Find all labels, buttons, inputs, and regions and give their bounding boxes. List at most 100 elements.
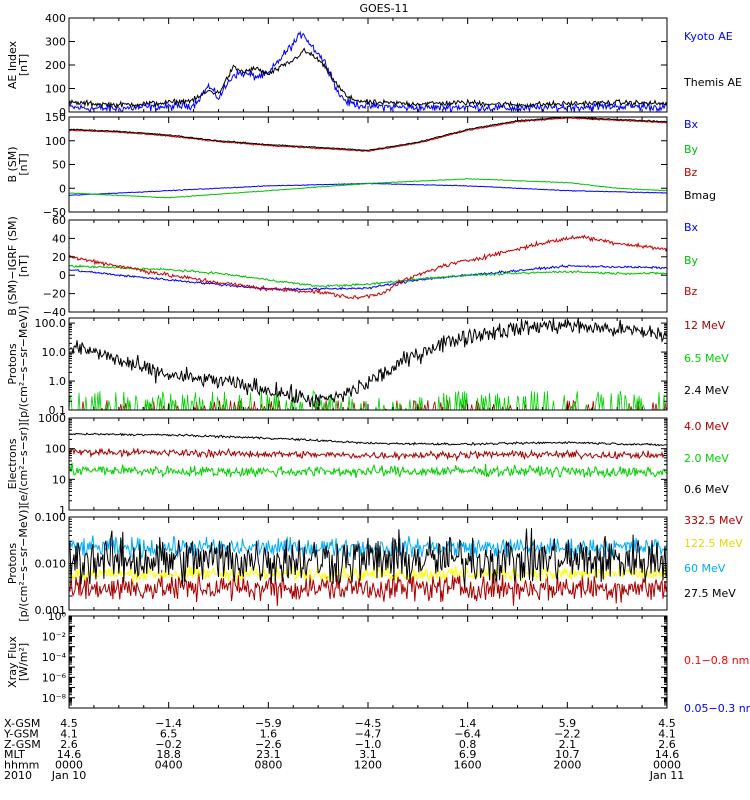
y-axis-label: [p/(cm²−s−sr−MeV)]	[17, 505, 30, 621]
y-axis-label: [p/(cm²−s−sr−MeV)]	[17, 306, 30, 422]
x-row-value: 14.6	[655, 748, 680, 761]
ytick-label: 0.100	[35, 511, 67, 524]
panel-xray: 10⁻⁸ 10⁻⁶ 10⁻⁴ 10⁻² 10⁰ Xray Flux[W/m²] 0.1−0.…	[6, 610, 750, 715]
ytick-label: 100.0	[35, 317, 67, 330]
ytick-label: 20	[52, 251, 66, 264]
y-axis-label: B (SM)	[6, 146, 19, 182]
ytick-label: 200	[45, 59, 66, 72]
ytick-label: 1.0	[49, 375, 67, 388]
series-electrons-2	[69, 432, 667, 447]
ytick-label: 10.0	[42, 346, 67, 359]
y-axis-label: [nT]	[17, 153, 30, 175]
legend-entry: Bmag	[684, 189, 716, 202]
legend-entry: 0.1−0.8 nm	[684, 654, 749, 667]
ytick-label: −50	[43, 206, 66, 219]
ytick-label: 150	[45, 111, 66, 124]
x-row-value: 2.6	[658, 738, 676, 751]
plot-frame	[68, 17, 668, 113]
panel-bsm: −50 0 50 100 150 B (SM)[nT] Bx By Bz Bmag	[6, 111, 716, 219]
x-row-value: 4.5	[60, 717, 78, 730]
panel-electrons: 1 10 100 1000 Electrons[e/(cm²−s−sr)] 4.0 MeV…	[6, 412, 729, 517]
series-bsm-1	[69, 177, 667, 199]
plot-frame	[68, 615, 668, 709]
x-row-label: Y-GSM	[3, 727, 39, 740]
x-row-value: 2000	[553, 759, 581, 772]
y-axis-label: [nT]	[17, 255, 30, 277]
legend-entry: Bz	[684, 285, 698, 298]
x-row-value: 0000	[55, 759, 83, 772]
series-protons2-0	[69, 570, 667, 606]
legend-entry: Bx	[684, 118, 699, 131]
x-row-value: 2.6	[60, 738, 78, 751]
y-axis-label: Protons	[6, 343, 19, 384]
ytick-label: −40	[43, 306, 66, 319]
legend-entry: 2.0 MeV	[684, 452, 729, 465]
ytick-label: 60	[52, 214, 66, 227]
panel-ae: 0 100 200 300 400 AE Index[nT] Kyoto AE Themis …	[6, 12, 742, 119]
legend-entry: By	[684, 143, 699, 156]
y-axis-label: [W/m²]	[17, 643, 30, 681]
panel-protons2: 0.001 0.010 0.100 Protons[p/(cm²−s−sr−MeV)]…	[6, 505, 743, 621]
x-row-label: MLT	[4, 748, 25, 761]
legend-entry: 2.4 MeV	[684, 384, 729, 397]
ytick-label: 400	[45, 12, 66, 25]
series-protons1-0	[69, 399, 667, 410]
ytick-label: 10⁰	[48, 610, 67, 623]
y-axis-label: Xray Flux	[6, 636, 19, 688]
x-row-value: −1.4	[155, 717, 182, 730]
y-axis-label: B (SM)−IGRF (SM)	[6, 216, 19, 316]
ytick-label: 10	[52, 473, 66, 486]
legend-entry: 6.5 MeV	[684, 352, 729, 365]
y-axis-label: AE Index	[6, 40, 19, 89]
series-electrons-0	[69, 447, 667, 462]
x-row-label: X-GSM	[4, 717, 40, 730]
x-row-value: 4.1	[60, 727, 78, 740]
x-row-value: −2.6	[255, 738, 282, 751]
series-ae-0	[69, 30, 667, 112]
ytick-label: 100	[45, 443, 66, 456]
x-row-value: 14.6	[57, 748, 82, 761]
x-row-value: 23.1	[256, 748, 281, 761]
y-axis-label: [nT]	[17, 54, 30, 76]
x-row-value: 1200	[354, 759, 382, 772]
x-row-value: −1.0	[355, 738, 382, 751]
x-row-value: 1600	[454, 759, 482, 772]
panel-bigrf: −40 −20 0 20 40 60 B (SM)−IGRF (SM)[nT] Bx By Bz	[6, 214, 699, 319]
legend-entry: 0.6 MeV	[684, 483, 729, 496]
x-row-label: 2010	[4, 769, 32, 782]
ytick-label: 100	[45, 83, 66, 96]
ytick-label: 10⁻⁴	[42, 651, 67, 664]
legend-entry: Themis AE	[683, 76, 742, 89]
ytick-label: −20	[43, 288, 66, 301]
legend-entry: 4.0 MeV	[684, 420, 729, 433]
ytick-label: 0	[59, 182, 66, 195]
figure-title: GOES-11	[359, 2, 408, 15]
ytick-label: 10⁻²	[42, 630, 66, 643]
x-row-value: 10.7	[555, 748, 580, 761]
ytick-label: 40	[52, 232, 66, 245]
series-protons2-1	[69, 565, 667, 584]
x-row-value: 4.5	[658, 717, 676, 730]
x-row-value: −4.5	[355, 717, 382, 730]
x-row-value: −2.2	[554, 727, 581, 740]
series-bigrf-2	[69, 234, 667, 300]
x-row-value: −5.9	[255, 717, 282, 730]
legend-entry: Bx	[684, 221, 699, 234]
ytick-label: 10⁻⁸	[42, 692, 67, 705]
ytick-label: 0	[59, 269, 66, 282]
y-axis-label: Protons	[6, 543, 19, 584]
x-row-value: 3.1	[359, 748, 377, 761]
series-protons2-3	[69, 528, 667, 588]
ytick-label: 0.1	[49, 404, 67, 417]
y-axis-label: Electrons	[6, 438, 19, 489]
legend-entry: 60 MeV	[684, 562, 726, 575]
legend-entry: By	[684, 254, 699, 267]
ytick-label: 100	[45, 135, 66, 148]
x-row-value: Jan 11	[649, 769, 684, 782]
series-bsm-0	[69, 182, 667, 197]
x-row-value: 0000	[653, 759, 681, 772]
ytick-label: 1000	[38, 412, 66, 425]
x-row-value: 6.5	[160, 727, 178, 740]
